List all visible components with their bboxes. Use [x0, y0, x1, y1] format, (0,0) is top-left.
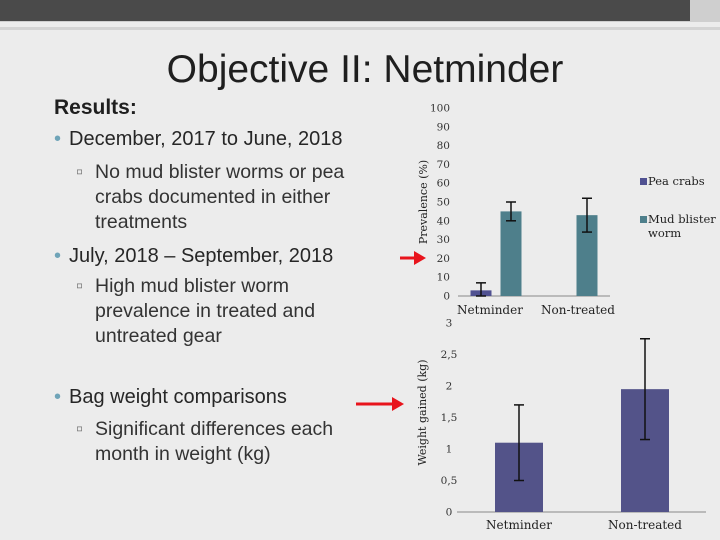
bullet-text: December, 2017 to June, 2018: [69, 128, 343, 150]
sub-bullet-weight-differences: ▫ Significant differences each month in w…: [76, 417, 386, 467]
bullet-date-range-2: • July, 2018 – September, 2018: [54, 245, 333, 268]
arrows-layer: [356, 251, 426, 411]
weight-chart: 0 0,5 1 1,5 2 2,5 3 Weight gained (kg) Netminder…: [416, 318, 706, 532]
legend-label: Pea crabs: [648, 174, 705, 188]
sub-bullet-text: Significant differences each month in we…: [95, 418, 334, 465]
arrow-2-head: [392, 397, 404, 411]
category-label: Non-treated: [608, 518, 682, 532]
bullet-dot: •: [54, 386, 62, 408]
y-tick-label: 90: [437, 121, 450, 133]
bar: [500, 211, 522, 296]
top-bar-dark: [0, 0, 690, 21]
legend-swatch: [640, 216, 647, 223]
y-tick-label: 0: [443, 291, 450, 303]
bullet-bag-weight: • Bag weight comparisons: [54, 386, 287, 409]
sub-bullet-text: High mud blister worm prevalence in trea…: [95, 275, 316, 347]
top-divider: [0, 27, 720, 30]
category-label: Netminder: [486, 518, 552, 532]
y-tick-label: 0: [446, 507, 453, 519]
prevalence-chart: 0 10 20 30 40 50 60 70 80 90 100 Prevalence (%) Netm…: [417, 103, 716, 318]
y-tick-label: 100: [430, 103, 450, 115]
y-tick-label: 3: [446, 318, 453, 330]
bullet-text: July, 2018 – September, 2018: [69, 245, 334, 267]
bullet-text: Bag weight comparisons: [69, 386, 287, 408]
y-tick-label: 50: [437, 197, 450, 209]
results-label: Results:: [54, 96, 137, 119]
category-label: Netminder: [457, 303, 523, 317]
slide-title: Objective II: Netminder: [166, 48, 564, 91]
bullet-date-range-1: • December, 2017 to June, 2018: [54, 128, 343, 151]
y-tick-label: 1,5: [441, 412, 458, 424]
y-tick-label: 30: [437, 234, 450, 246]
legend-label-cont: worm: [648, 226, 681, 240]
y-tick-label: 20: [437, 253, 450, 265]
sub-marker: ▫: [76, 418, 83, 440]
y-tick-label: 80: [437, 140, 450, 152]
bullet-dot: •: [54, 245, 62, 267]
y-tick-label: 1: [446, 444, 453, 456]
sub-marker: ▫: [76, 275, 83, 297]
y-axis-label: Weight gained (kg): [416, 359, 429, 465]
legend-label: Mud blister: [648, 212, 716, 226]
y-tick-label: 60: [437, 178, 450, 190]
bullet-dot: •: [54, 128, 62, 150]
sub-bullet-no-worms: ▫ No mud blister worms or pea crabs docum…: [76, 160, 386, 235]
bar: [576, 215, 598, 296]
y-tick-label: 40: [437, 215, 450, 227]
sub-marker: ▫: [76, 161, 83, 183]
legend-swatch: [640, 178, 647, 185]
y-tick-label: 2,5: [441, 349, 458, 361]
sub-bullet-high-prevalence: ▫ High mud blister worm prevalence in tre…: [76, 274, 386, 349]
category-label: Non-treated: [541, 303, 615, 317]
y-axis-label: Prevalence (%): [417, 160, 430, 244]
sub-bullet-text: No mud blister worms or pea crabs docume…: [95, 161, 345, 233]
y-tick-label: 0,5: [441, 475, 458, 487]
y-tick-label: 70: [437, 159, 450, 171]
arrow-1-head: [414, 251, 426, 265]
y-tick-label: 2: [446, 381, 453, 393]
y-tick-label: 10: [437, 272, 450, 284]
